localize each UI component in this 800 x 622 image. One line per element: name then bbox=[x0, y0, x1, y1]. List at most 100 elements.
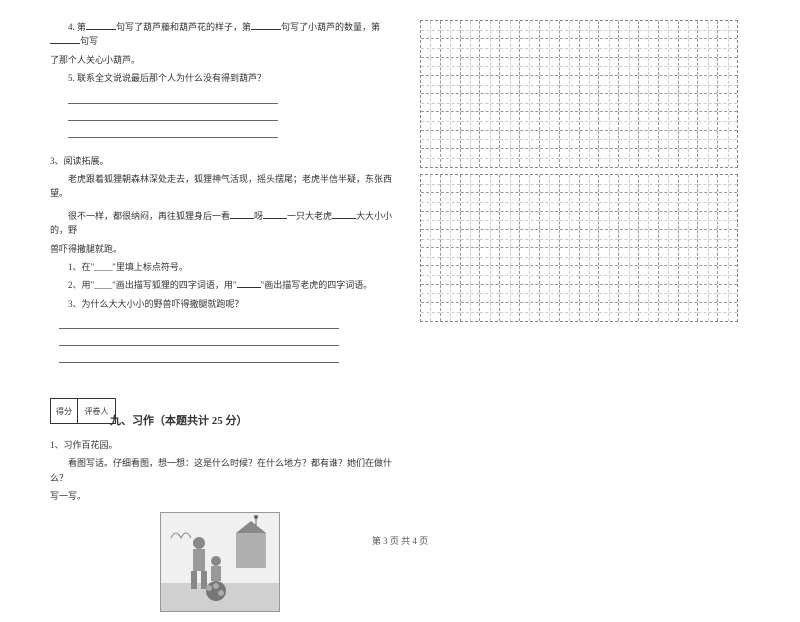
grid-row bbox=[421, 175, 737, 193]
grid-cell bbox=[639, 303, 659, 321]
grid-cell bbox=[421, 303, 441, 321]
grid-cell bbox=[619, 112, 639, 129]
grid-cell bbox=[659, 131, 679, 148]
grid-cell bbox=[679, 131, 699, 148]
grid-cell bbox=[560, 212, 580, 229]
grid-cell bbox=[441, 58, 461, 75]
grid-cell bbox=[659, 94, 679, 111]
grid-cell bbox=[540, 131, 560, 148]
grid-cell bbox=[698, 248, 718, 265]
grid-cell bbox=[718, 58, 737, 75]
grid-cell bbox=[679, 248, 699, 265]
reading-p1: 老虎跟着狐狸朝森林深处走去，狐狸神气活现，摇头摆尾；老虎半信半疑，东张西望。 bbox=[50, 172, 395, 201]
grid-cell bbox=[540, 58, 560, 75]
writing-body2: 写一写。 bbox=[50, 489, 395, 503]
grid-cell bbox=[461, 266, 481, 283]
grid-cell bbox=[718, 248, 737, 265]
grid-row bbox=[421, 76, 737, 94]
grid-cell bbox=[599, 193, 619, 210]
blank bbox=[332, 209, 356, 219]
grid-row bbox=[421, 58, 737, 76]
grid-row bbox=[421, 39, 737, 57]
grid-row bbox=[421, 112, 737, 130]
grid-cell bbox=[421, 193, 441, 210]
grid-cell bbox=[520, 131, 540, 148]
writing-grid-bottom bbox=[420, 174, 738, 322]
grid-cell bbox=[599, 131, 619, 148]
grid-cell bbox=[441, 149, 461, 167]
grid-cell bbox=[659, 285, 679, 302]
grid-cell bbox=[698, 39, 718, 56]
grid-cell bbox=[441, 76, 461, 93]
grid-cell bbox=[619, 212, 639, 229]
grid-cell bbox=[421, 58, 441, 75]
reading-p2a: 很不一样，都很纳闷，再往狐狸身后一看 bbox=[68, 211, 230, 221]
grid-cell bbox=[560, 149, 580, 167]
grid-cell bbox=[480, 149, 500, 167]
grid-cell bbox=[718, 39, 737, 56]
grid-cell bbox=[421, 266, 441, 283]
grid-cell bbox=[461, 149, 481, 167]
grid-cell bbox=[619, 230, 639, 247]
grid-cell bbox=[698, 149, 718, 167]
grid-cell bbox=[679, 21, 699, 38]
grid-cell bbox=[560, 175, 580, 192]
grid-row bbox=[421, 248, 737, 266]
sub2b: "画出描写老虎的四字词语。 bbox=[261, 280, 373, 290]
grid-cell bbox=[560, 112, 580, 129]
grid-cell bbox=[639, 94, 659, 111]
grid-cell bbox=[698, 175, 718, 192]
grid-cell bbox=[639, 21, 659, 38]
grid-cell bbox=[520, 76, 540, 93]
grid-cell bbox=[480, 175, 500, 192]
grid-row bbox=[421, 285, 737, 303]
grid-cell bbox=[421, 21, 441, 38]
grid-cell bbox=[659, 112, 679, 129]
grid-cell bbox=[698, 94, 718, 111]
grid-cell bbox=[480, 94, 500, 111]
grid-cell bbox=[461, 193, 481, 210]
grid-cell bbox=[520, 248, 540, 265]
grid-cell bbox=[639, 285, 659, 302]
grid-cell bbox=[461, 94, 481, 111]
grid-cell bbox=[480, 230, 500, 247]
grid-cell bbox=[540, 94, 560, 111]
reading-p2c: 一只大老虎 bbox=[287, 211, 332, 221]
grid-cell bbox=[639, 76, 659, 93]
grid-cell bbox=[520, 285, 540, 302]
grid-cell bbox=[659, 58, 679, 75]
grid-cell bbox=[421, 112, 441, 129]
grid-cell bbox=[639, 266, 659, 283]
grid-cell bbox=[461, 230, 481, 247]
grid-cell bbox=[639, 112, 659, 129]
grid-cell bbox=[580, 39, 600, 56]
grid-cell bbox=[540, 39, 560, 56]
grid-cell bbox=[639, 248, 659, 265]
grid-cell bbox=[520, 94, 540, 111]
grid-cell bbox=[500, 212, 520, 229]
q4-mid1: 句写了葫芦藤和葫芦花的样子，第 bbox=[116, 22, 251, 32]
grid-cell bbox=[421, 39, 441, 56]
grid-cell bbox=[639, 149, 659, 167]
q4-mid2: 句写了小葫芦的数量，第 bbox=[281, 22, 380, 32]
grid-cell bbox=[480, 285, 500, 302]
grid-cell bbox=[441, 266, 461, 283]
writing-title: 1、习作百花园。 bbox=[50, 438, 395, 452]
grid-cell bbox=[698, 266, 718, 283]
grid-cell bbox=[461, 303, 481, 321]
grid-cell bbox=[718, 112, 737, 129]
sub-q1: 1、在"____"里填上标点符号。 bbox=[50, 260, 395, 274]
grid-cell bbox=[659, 230, 679, 247]
grid-cell bbox=[540, 76, 560, 93]
grid-cell bbox=[480, 131, 500, 148]
score-cell-1: 得分 bbox=[50, 398, 78, 424]
grid-cell bbox=[560, 131, 580, 148]
grid-cell bbox=[540, 149, 560, 167]
grid-cell bbox=[580, 21, 600, 38]
grid-cell bbox=[500, 175, 520, 192]
grid-cell bbox=[540, 21, 560, 38]
grid-cell bbox=[421, 175, 441, 192]
grid-cell bbox=[659, 266, 679, 283]
grid-cell bbox=[659, 212, 679, 229]
grid-cell bbox=[599, 248, 619, 265]
